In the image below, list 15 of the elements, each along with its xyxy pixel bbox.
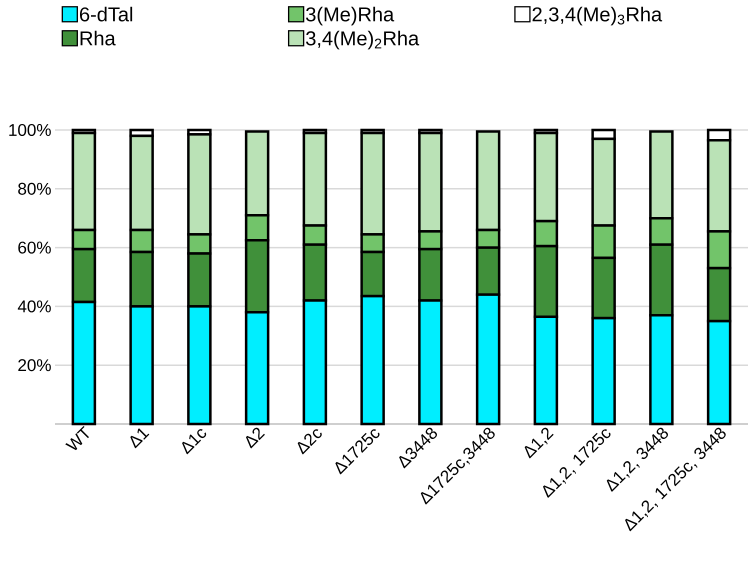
legend-label: Rha (80, 30, 116, 46)
y-tick-label: 80% (18, 182, 51, 195)
y-tick-label: 60% (18, 242, 51, 254)
x-tick-label: Δ2c (298, 429, 322, 454)
legend-label: 6-dTal (80, 6, 132, 22)
legend-label: 2,3,4(Me)$_{3}$Rha (532, 6, 662, 26)
x-tick-label: Δ2 (246, 428, 265, 448)
x-tick-label: WT (65, 426, 90, 450)
legend-label: 3(Me)Rha (306, 6, 394, 26)
x-tick-label: Δ1c (182, 429, 206, 454)
y-tick-label: 100% (9, 124, 51, 136)
legend-label: 3,4(Me)$_{2}$Rha (306, 30, 420, 50)
y-tick-label: 40% (18, 300, 51, 312)
x-tick-label: Δ1 (130, 428, 150, 448)
y-tick-label: 20% (18, 359, 51, 372)
